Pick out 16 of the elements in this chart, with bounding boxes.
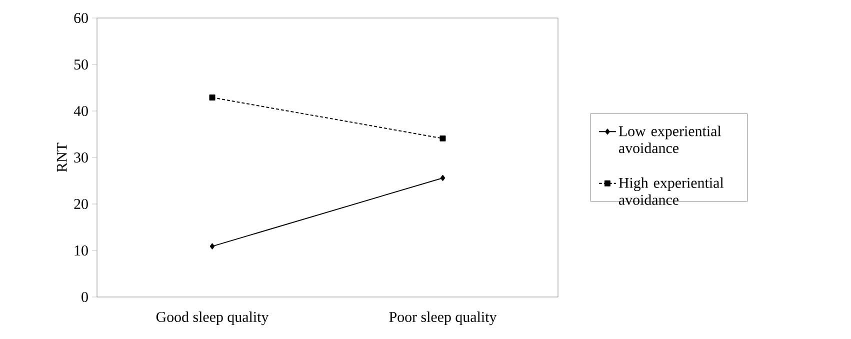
point bbox=[440, 174, 446, 181]
point bbox=[210, 243, 215, 250]
y-tick-label: 0 bbox=[82, 292, 88, 302]
legend-label: High experiential avoidance bbox=[618, 177, 724, 205]
y-tick-label: 20 bbox=[74, 198, 88, 210]
y-tick-label: 30 bbox=[74, 152, 88, 163]
y-tick-label: 60 bbox=[74, 12, 88, 24]
x-tick-label: Poor sleep quality bbox=[389, 311, 497, 326]
y-axis-title: RNT bbox=[56, 142, 67, 172]
point bbox=[209, 94, 216, 101]
x-tick-label: Good sleep quality bbox=[156, 311, 269, 326]
y-tick-label: 10 bbox=[74, 245, 88, 256]
y-tick-label: 50 bbox=[74, 59, 88, 70]
point bbox=[440, 135, 446, 142]
y-tick-label: 40 bbox=[74, 106, 88, 116]
legend-label: Low experiential avoidance bbox=[618, 126, 722, 154]
